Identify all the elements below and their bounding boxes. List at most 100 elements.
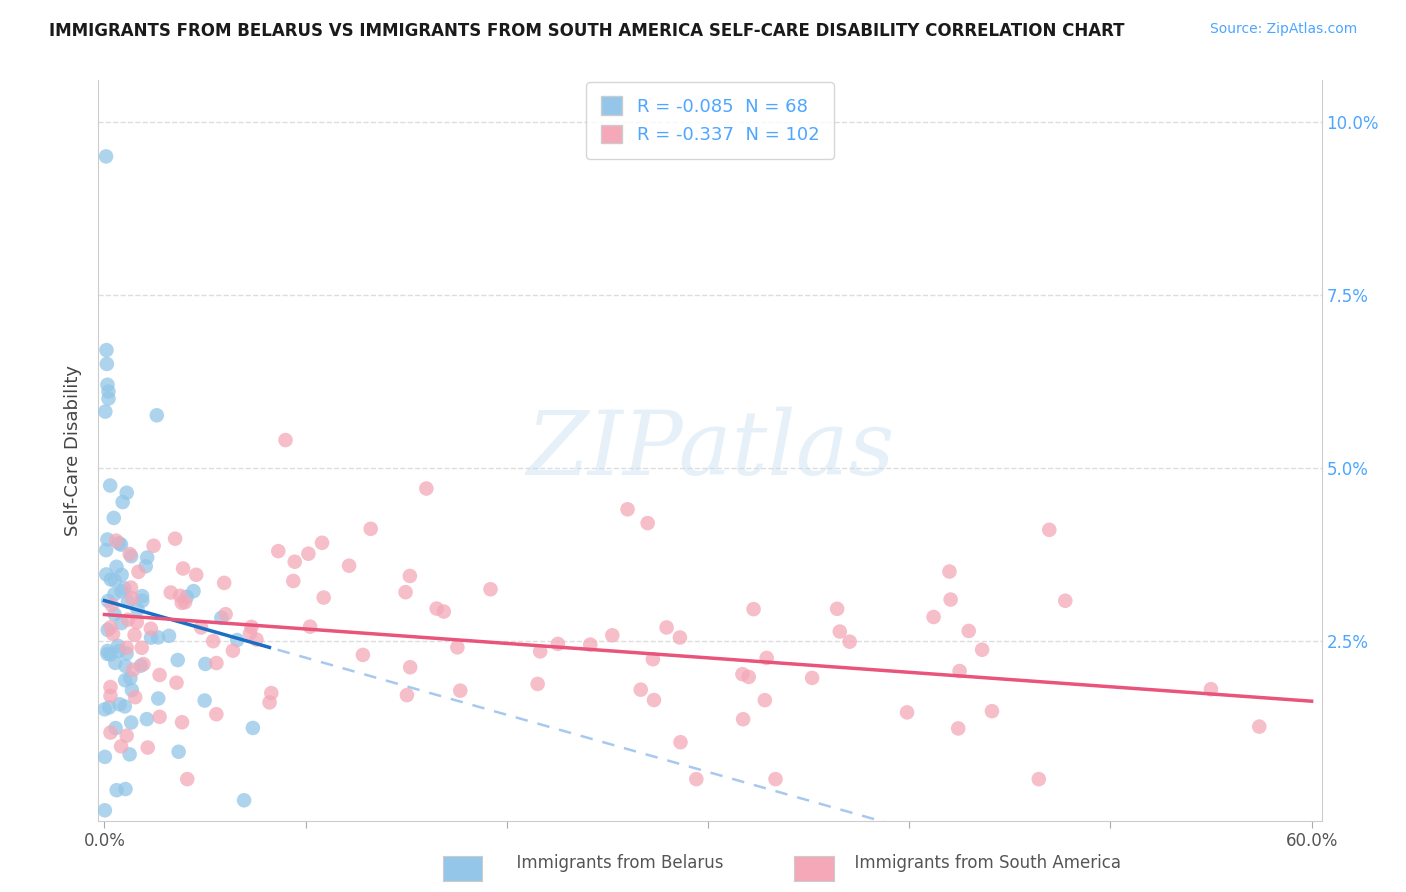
Point [157, 629, 180, 643]
Point [94, 543, 117, 558]
Point [165, 532, 187, 546]
Point [399, 660, 422, 674]
Point [114, 782, 136, 797]
Point [135, 712, 157, 726]
Point [446, 640, 468, 655]
Point [337, 558, 360, 573]
Point [426, 601, 449, 615]
Point [170, 715, 193, 730]
Point [209, 611, 232, 625]
Point [433, 605, 456, 619]
Point [311, 536, 333, 550]
Point [547, 637, 569, 651]
Point [643, 693, 665, 707]
Point [120, 581, 142, 595]
Point [114, 673, 136, 688]
Point [190, 620, 212, 634]
Point [107, 639, 129, 653]
Point [738, 670, 761, 684]
Point [202, 634, 225, 648]
Point [166, 675, 188, 690]
Point [838, 634, 860, 648]
Point [529, 644, 551, 658]
Point [101, 598, 124, 612]
Point [97, 594, 120, 608]
Point [922, 610, 945, 624]
Point [94, 750, 117, 764]
Point [108, 698, 131, 712]
Point [122, 663, 145, 677]
Point [479, 582, 502, 597]
Point [127, 602, 149, 616]
Point [283, 574, 305, 588]
Point [132, 657, 155, 672]
Point [117, 594, 139, 608]
Point [93, 702, 115, 716]
Point [120, 715, 142, 730]
Point [669, 735, 692, 749]
Point [100, 648, 122, 662]
Point [100, 680, 122, 694]
Point [149, 668, 172, 682]
Point [176, 772, 198, 786]
Point [105, 559, 128, 574]
Point [110, 739, 132, 754]
Point [274, 433, 297, 447]
Point [172, 561, 194, 575]
Point [981, 704, 1004, 718]
Point [103, 511, 125, 525]
Point [136, 740, 159, 755]
Point [167, 745, 190, 759]
Point [108, 644, 131, 658]
Point [94, 149, 117, 163]
Point [100, 573, 122, 587]
Point [94, 404, 117, 418]
Point [166, 653, 188, 667]
Point [616, 502, 638, 516]
Legend: R = -0.085  N = 68, R = -0.337  N = 102: R = -0.085 N = 68, R = -0.337 N = 102 [586, 82, 834, 159]
Point [939, 592, 962, 607]
Point [118, 747, 141, 762]
Point [96, 533, 118, 547]
Point [100, 725, 122, 739]
Point [1028, 772, 1050, 786]
Point [135, 559, 157, 574]
Point [395, 688, 418, 702]
Point [299, 620, 322, 634]
Point [284, 555, 307, 569]
Point [637, 516, 659, 530]
Point [259, 695, 281, 709]
Text: IMMIGRANTS FROM BELARUS VS IMMIGRANTS FROM SOUTH AMERICA SELF-CARE DISABILITY CO: IMMIGRANTS FROM BELARUS VS IMMIGRANTS FR… [49, 22, 1125, 40]
Point [124, 628, 146, 642]
Point [105, 533, 128, 548]
Point [186, 567, 208, 582]
Point [131, 593, 153, 607]
Point [96, 343, 118, 358]
Point [526, 677, 548, 691]
Point [117, 613, 139, 627]
Point [655, 620, 678, 634]
Point [828, 624, 851, 639]
Point [127, 565, 149, 579]
Point [115, 647, 138, 661]
Point [174, 595, 197, 609]
Point [139, 622, 162, 636]
Point [949, 664, 972, 678]
Point [825, 602, 848, 616]
Point [97, 644, 120, 658]
Point [125, 615, 148, 630]
Point [159, 585, 181, 599]
Point [96, 377, 118, 392]
Point [1038, 523, 1060, 537]
Point [600, 628, 623, 642]
Point [96, 647, 118, 661]
Point [212, 575, 235, 590]
Point [115, 640, 138, 655]
Point [733, 712, 755, 726]
Point [115, 729, 138, 743]
Point [415, 482, 437, 496]
Point [96, 357, 118, 371]
Point [222, 643, 245, 657]
Point [98, 478, 121, 492]
Point [136, 550, 159, 565]
